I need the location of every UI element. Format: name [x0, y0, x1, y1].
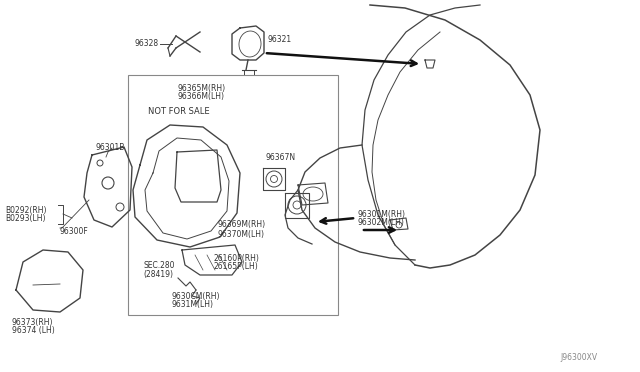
Bar [128, 75, 338, 315]
Text: 96367N: 96367N [265, 153, 295, 161]
Text: NOT FOR SALE: NOT FOR SALE [148, 108, 210, 116]
Text: 96373(RH): 96373(RH) [12, 317, 54, 327]
Text: 96301B: 96301B [95, 144, 124, 153]
Text: SEC.280: SEC.280 [143, 260, 175, 269]
Text: 96300F: 96300F [60, 228, 89, 237]
Text: (28419): (28419) [143, 269, 173, 279]
Text: 96366M(LH): 96366M(LH) [178, 93, 225, 102]
Text: B0292(RH): B0292(RH) [5, 205, 47, 215]
Text: 9630CM(RH): 9630CM(RH) [172, 292, 221, 301]
Text: 96302M(LH): 96302M(LH) [358, 218, 405, 228]
Text: B0293(LH): B0293(LH) [5, 215, 45, 224]
Text: 96369M(RH): 96369M(RH) [218, 221, 266, 230]
Text: 96374 (LH): 96374 (LH) [12, 327, 55, 336]
Text: 9631M(LH): 9631M(LH) [172, 301, 214, 310]
Text: 96321: 96321 [267, 35, 291, 45]
Text: 96365M(RH): 96365M(RH) [178, 83, 226, 93]
Text: 96328: 96328 [135, 39, 159, 48]
Text: 96301M(RH): 96301M(RH) [358, 209, 406, 218]
Text: 26160P(RH): 26160P(RH) [213, 253, 259, 263]
Text: J96300XV: J96300XV [560, 353, 597, 362]
Text: 96370M(LH): 96370M(LH) [218, 230, 265, 238]
Text: 26165P(LH): 26165P(LH) [213, 263, 258, 272]
